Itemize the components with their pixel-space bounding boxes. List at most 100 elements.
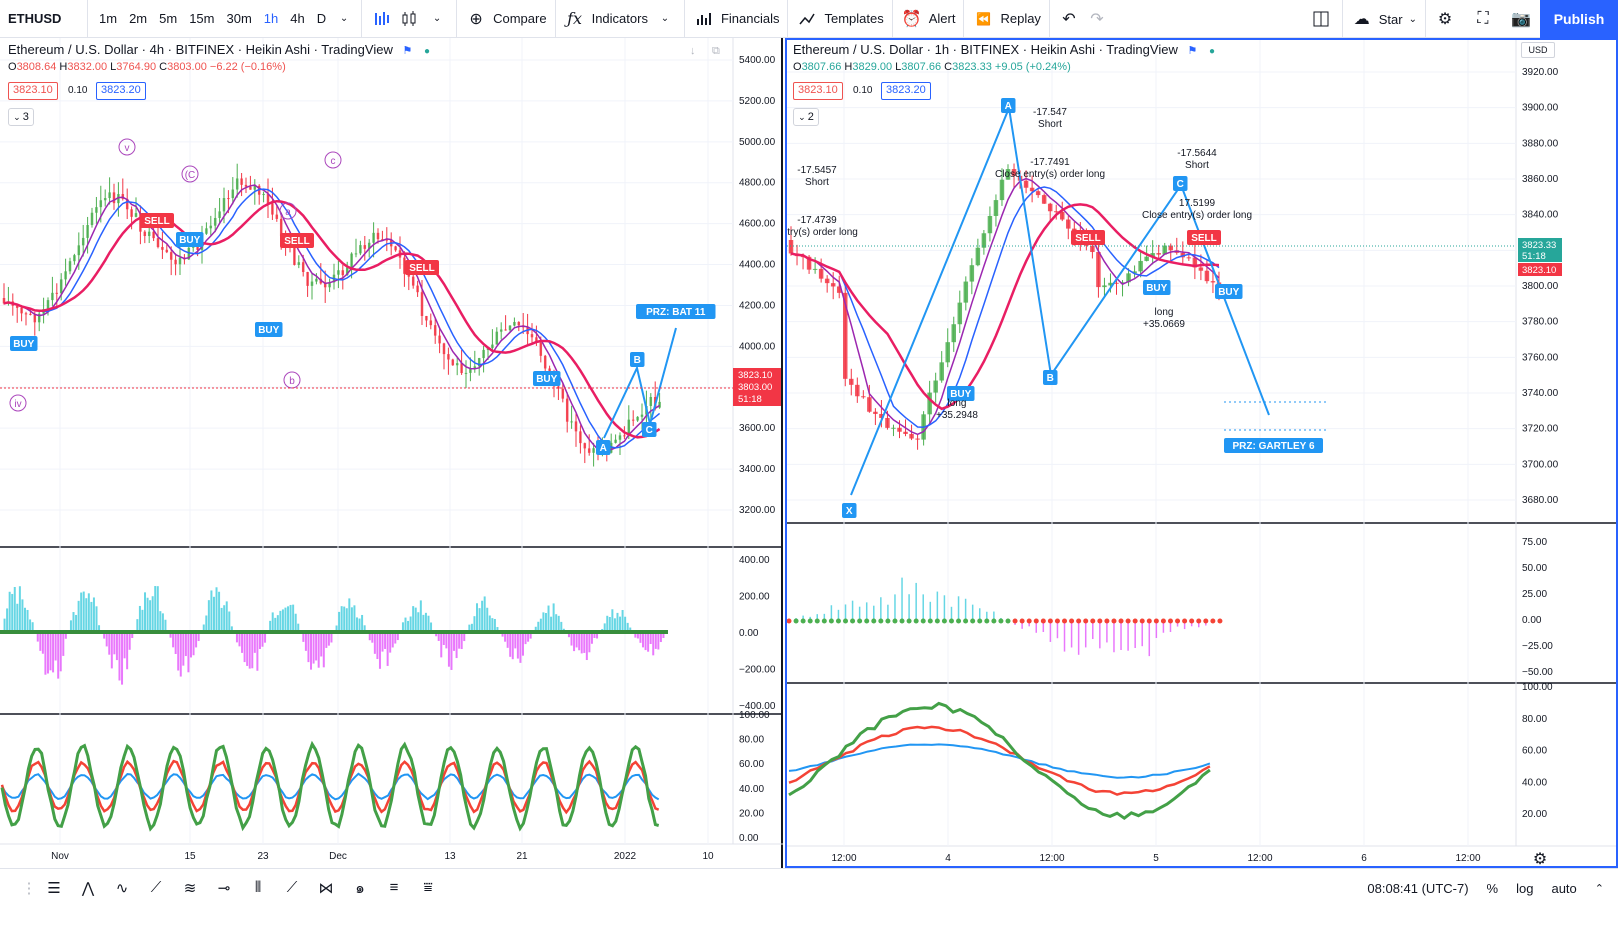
pattern-point-c-text: C	[1177, 179, 1184, 190]
candle-body	[90, 212, 94, 226]
candle-body	[262, 194, 265, 196]
candle-body	[824, 278, 830, 284]
clock-display[interactable]: 08:08:41 (UTC-7)	[1367, 880, 1469, 896]
live-dot-icon: ●	[1208, 46, 1216, 57]
interval-1m[interactable]: 1m	[99, 11, 118, 26]
chevron-up-icon[interactable]: ⌃	[1594, 882, 1604, 895]
horizontal-ray-icon[interactable]: ⊸	[217, 879, 231, 897]
sell-signal	[140, 213, 174, 228]
templates-button[interactable]: Templates	[788, 0, 893, 38]
sell-signal	[1071, 230, 1105, 245]
candle-body	[112, 192, 116, 204]
candle-body	[830, 283, 836, 287]
candle-body	[1102, 285, 1107, 288]
zero-dot	[998, 618, 1004, 624]
candle-body	[627, 419, 631, 436]
zero-dot	[800, 618, 806, 624]
gear-icon[interactable]: ⚙	[1437, 11, 1453, 28]
interval-d[interactable]: D	[316, 11, 327, 26]
star-button[interactable]: ☁ Star ⌄	[1341, 0, 1426, 38]
right-chart-canvas[interactable]: 3920.003900.003880.003860.003840.003820.…	[787, 40, 1616, 866]
buy-signal-text: BUY	[179, 235, 200, 246]
candle-body	[323, 283, 327, 288]
spiral-icon[interactable]: ๑	[355, 879, 365, 897]
right-bid-price[interactable]: 3823.10	[793, 82, 843, 100]
candle-body	[460, 363, 463, 374]
interval-4h[interactable]: 4h	[290, 11, 305, 26]
bottom-toolbar: ⋮ ☰ ⋀ ∿ ⟋ ≋ ⊸ ⦀ ⟋ ⋈ ๑ ≡ ⩸ 08:08:41 (UTC-…	[0, 868, 1618, 906]
symbol-search[interactable]: ETHUSD	[0, 0, 88, 38]
chart-type-group: ⌄	[362, 0, 458, 38]
zero-dot	[892, 618, 898, 624]
trade-annotation: +35.0669	[1143, 319, 1185, 330]
rsi-tick-label: 60.00	[1522, 746, 1547, 757]
candle-body	[350, 253, 353, 268]
compare-button[interactable]: ⊕ Compare	[457, 0, 556, 38]
horizontal-lines-icon[interactable]: ☰	[47, 879, 61, 897]
right-indicators-toggle[interactable]: ⌄ 2	[793, 108, 819, 126]
drag-handle-icon[interactable]: ⋮	[21, 879, 37, 897]
auto-toggle[interactable]: auto	[1551, 880, 1577, 896]
right-ask-price[interactable]: 3823.20	[881, 82, 931, 100]
candle-body	[306, 272, 309, 286]
candle-body	[939, 362, 944, 381]
candle-body	[1138, 260, 1143, 272]
candle-body	[99, 200, 103, 208]
xabcd-pattern-icon[interactable]: ⋈	[318, 879, 334, 897]
chevron-down-icon: ⌄	[1408, 13, 1417, 25]
chevron-down-icon[interactable]: ⌄	[339, 13, 349, 24]
alert-button[interactable]: ⏰ Alert	[893, 0, 965, 38]
candle-body	[993, 200, 999, 216]
moving-average-line	[790, 177, 1220, 436]
fib-channel-icon[interactable]: ≋	[183, 879, 197, 897]
zero-dot	[1196, 618, 1202, 624]
candle-body	[95, 207, 98, 213]
left-chart-pane[interactable]: 5400.00 5200.00 5000.00 4800.00 4600.00 4400.…	[0, 38, 783, 868]
zero-dot	[1132, 618, 1138, 624]
candle-body	[279, 218, 283, 237]
candles-icon[interactable]	[398, 8, 420, 30]
redo-icon[interactable]: ↷	[1090, 10, 1104, 28]
parallel-channel-icon[interactable]: ≡	[389, 879, 399, 896]
candle-body	[1053, 211, 1059, 213]
chevron-down-icon[interactable]: ⌄	[660, 13, 670, 24]
interval-15m[interactable]: 15m	[189, 11, 215, 26]
elliott-wave-icon[interactable]: ∿	[115, 879, 129, 897]
interval-1h[interactable]: 1h	[263, 11, 279, 26]
candle-body	[354, 253, 358, 255]
osc-tick-label: 0.00	[1522, 615, 1542, 626]
bar-chart-icon[interactable]	[370, 8, 392, 30]
financials-button[interactable]: Financials	[685, 0, 789, 38]
left-bid-price[interactable]: 3823.10	[8, 82, 58, 100]
undo-icon[interactable]: ↶	[1062, 10, 1076, 28]
chevron-down-icon[interactable]: ⌄	[432, 13, 442, 24]
buy-signal	[1143, 280, 1171, 295]
interval-2m[interactable]: 2m	[129, 11, 148, 26]
abcd-pattern-icon[interactable]: ⋀	[81, 879, 95, 897]
publish-button[interactable]: Publish	[1540, 0, 1618, 38]
fullscreen-icon[interactable]: ⛶	[1477, 10, 1489, 27]
candle-body	[15, 305, 19, 308]
candle-body	[1186, 257, 1192, 259]
percent-toggle[interactable]: %	[1486, 880, 1499, 896]
left-ask-price[interactable]: 3823.20	[96, 82, 146, 100]
gear-icon[interactable]: ⚙	[1532, 851, 1548, 868]
trend-line-icon[interactable]: ⟋	[150, 879, 162, 896]
interval-30m[interactable]: 30m	[226, 11, 252, 26]
left-indicators-toggle[interactable]: ⌄ 3	[8, 108, 34, 126]
camera-icon[interactable]: 📷	[1511, 11, 1531, 28]
ray-icon[interactable]: ⟋	[286, 879, 298, 896]
indicators-button[interactable]: ƒx Indicators ⌄	[556, 0, 685, 38]
fib-timezone-icon[interactable]: ⦀	[254, 879, 262, 896]
zero-dot	[1040, 618, 1046, 624]
regression-icon[interactable]: ⩸	[423, 879, 433, 896]
candle-body	[341, 270, 345, 276]
interval-5m[interactable]: 5m	[159, 11, 178, 26]
right-chart-pane[interactable]: 3920.003900.003880.003860.003840.003820.…	[785, 38, 1618, 868]
left-chart-canvas[interactable]: 5400.00 5200.00 5000.00 4800.00 4600.00 4400.…	[0, 38, 783, 868]
currency-button[interactable]: USD	[1521, 42, 1555, 58]
layout-icon[interactable]	[1310, 8, 1332, 30]
replay-button[interactable]: ⏪ Replay	[964, 0, 1050, 38]
zero-dot	[1069, 618, 1075, 624]
log-toggle[interactable]: log	[1516, 880, 1534, 896]
